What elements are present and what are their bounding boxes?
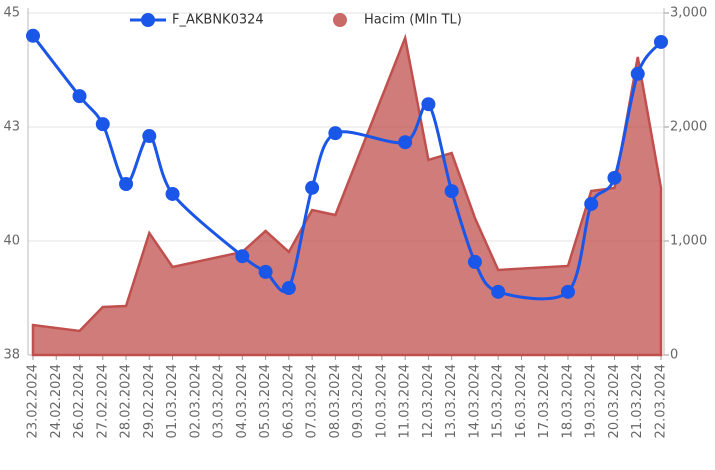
y2-tick-label: 3,000 — [670, 6, 707, 21]
x-tick-label: 02.03.2024 — [188, 364, 203, 438]
price-point — [119, 177, 134, 191]
y2-tick-label: 0 — [670, 348, 678, 363]
volume-area — [31, 33, 663, 357]
price-point — [72, 89, 87, 104]
x-tick-label: 15.03.2024 — [491, 364, 506, 438]
legend-label: Hacim (Mln TL) — [364, 13, 462, 28]
price-point — [328, 126, 343, 141]
x-tick-label: 29.02.2024 — [142, 364, 157, 438]
x-tick-label: 11.03.2024 — [398, 364, 413, 438]
y-tick-label: 43 — [3, 120, 20, 135]
price-point — [281, 281, 296, 296]
price-point — [467, 254, 482, 269]
price-point — [491, 284, 506, 299]
x-tick-label: 19.03.2024 — [584, 364, 599, 438]
price-point — [398, 135, 413, 150]
legend-item: F_AKBNK0324 — [130, 13, 264, 28]
x-tick-label: 27.02.2024 — [95, 364, 110, 438]
price-point — [560, 284, 575, 299]
price-point — [305, 180, 320, 195]
y-tick-label: 45 — [3, 6, 20, 21]
y2-tick-label: 2,000 — [670, 120, 707, 135]
x-tick-label: 01.03.2024 — [165, 364, 180, 438]
price-point — [235, 249, 250, 264]
price-point — [26, 28, 40, 43]
legend-swatch — [141, 13, 155, 27]
x-tick-label: 13.03.2024 — [444, 364, 459, 438]
price-point — [142, 129, 157, 144]
x-tick-label: 03.03.2024 — [212, 364, 227, 438]
price-point — [165, 186, 180, 201]
legend-label: F_AKBNK0324 — [172, 13, 264, 28]
x-tick-label: 17.03.2024 — [537, 364, 552, 438]
y2-tick-label: 1,000 — [670, 234, 707, 249]
x-tick-label: 28.02.2024 — [119, 364, 134, 438]
x-tick-label: 18.03.2024 — [560, 364, 575, 438]
x-tick-label: 05.03.2024 — [258, 364, 273, 438]
price-point — [95, 117, 110, 132]
x-tick-label: 22.03.2024 — [654, 364, 669, 438]
x-tick-label: 08.03.2024 — [328, 364, 343, 438]
x-tick-label: 21.03.2024 — [630, 364, 645, 438]
price-point — [607, 170, 622, 185]
price-point — [444, 184, 459, 199]
x-tick-label: 20.03.2024 — [607, 364, 622, 438]
x-tick-label: 14.03.2024 — [467, 364, 482, 438]
x-tick-label: 12.03.2024 — [421, 364, 436, 438]
price-point — [584, 196, 599, 211]
y-tick-label: 40 — [3, 234, 20, 249]
price-point — [630, 66, 645, 81]
x-tick-label: 09.03.2024 — [351, 364, 366, 438]
price-point — [258, 264, 273, 279]
x-tick-label: 23.02.2024 — [26, 364, 41, 438]
x-tick-label: 26.02.2024 — [72, 364, 87, 438]
y-tick-label: 38 — [3, 348, 20, 363]
legend-swatch — [333, 13, 347, 27]
x-tick-label: 06.03.2024 — [281, 364, 296, 438]
x-tick-label: 04.03.2024 — [235, 364, 250, 438]
x-tick-label: 10.03.2024 — [374, 364, 389, 438]
x-tick-label: 07.03.2024 — [305, 364, 320, 438]
x-tick-label: 24.02.2024 — [49, 364, 64, 438]
legend-item: Hacim (Mln TL) — [333, 13, 462, 28]
x-tick-label: 16.03.2024 — [514, 364, 529, 438]
price-point — [421, 97, 436, 112]
price-point — [654, 34, 668, 49]
